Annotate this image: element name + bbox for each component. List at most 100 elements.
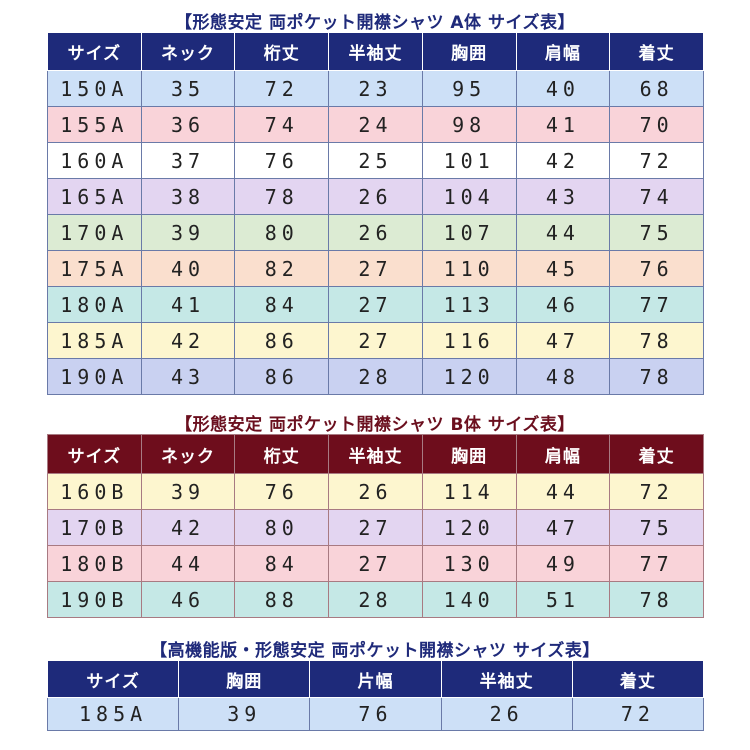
table-row: 160B 39 76 26 114 44 72 bbox=[47, 473, 704, 510]
value-cell: 26 bbox=[328, 473, 423, 510]
value-cell: 39 bbox=[140, 214, 236, 251]
column-header: 肩幅 bbox=[515, 32, 611, 71]
value-cell: 28 bbox=[328, 581, 423, 618]
value-cell: 27 bbox=[328, 286, 423, 323]
column-header: 胸囲 bbox=[178, 660, 311, 698]
value-cell: 27 bbox=[328, 509, 423, 546]
value-cell: 120 bbox=[421, 358, 517, 395]
value-cell: 84 bbox=[234, 545, 330, 582]
header-row: サイズ 胸囲 片幅 半袖丈 着丈 bbox=[46, 660, 705, 698]
value-cell: 43 bbox=[515, 178, 611, 215]
size-cell: 170A bbox=[47, 214, 142, 251]
value-cell: 75 bbox=[609, 509, 704, 546]
value-cell: 78 bbox=[609, 358, 704, 395]
column-header: 片幅 bbox=[309, 660, 442, 698]
value-cell: 27 bbox=[328, 322, 423, 359]
header-row: サイズ ネック 桁丈 半袖丈 胸囲 肩幅 着丈 bbox=[47, 434, 704, 474]
value-cell: 35 bbox=[140, 70, 236, 107]
value-cell: 107 bbox=[421, 214, 517, 251]
value-cell: 80 bbox=[234, 214, 330, 251]
value-cell: 130 bbox=[421, 545, 517, 582]
column-header: サイズ bbox=[46, 660, 180, 698]
column-header: ネック bbox=[140, 434, 236, 474]
value-cell: 44 bbox=[515, 473, 611, 510]
table-row: 165A 38 78 26 104 43 74 bbox=[47, 178, 704, 215]
size-cell: 165A bbox=[47, 178, 142, 215]
size-cell: 160B bbox=[47, 473, 142, 510]
column-header: 桁丈 bbox=[234, 32, 330, 71]
value-cell: 70 bbox=[609, 106, 704, 143]
column-header: 半袖丈 bbox=[440, 660, 573, 698]
table-c-title: 【高機能版・形態安定 両ポケット開襟シャツ サイズ表】 bbox=[150, 641, 600, 661]
column-header: 桁丈 bbox=[234, 434, 330, 474]
table-row: 190A 43 86 28 120 48 78 bbox=[47, 358, 704, 395]
value-cell: 43 bbox=[140, 358, 236, 395]
column-header: 胸囲 bbox=[421, 434, 517, 474]
value-cell: 76 bbox=[234, 473, 330, 510]
value-cell: 78 bbox=[609, 322, 704, 359]
table-b-title: 【形態安定 両ポケット開襟シャツ B体 サイズ表】 bbox=[175, 415, 575, 435]
column-header: 肩幅 bbox=[515, 434, 611, 474]
column-header: サイズ bbox=[47, 32, 142, 71]
value-cell: 40 bbox=[140, 250, 236, 287]
size-table-a: サイズ ネック 桁丈 半袖丈 胸囲 肩幅 着丈 150A 35 72 23 95 40 68 155A 36 7… bbox=[47, 32, 704, 395]
value-cell: 37 bbox=[140, 142, 236, 179]
value-cell: 120 bbox=[421, 509, 517, 546]
value-cell: 26 bbox=[328, 214, 423, 251]
size-cell: 160A bbox=[47, 142, 142, 179]
value-cell: 98 bbox=[421, 106, 517, 143]
value-cell: 39 bbox=[140, 473, 236, 510]
size-cell: 170B bbox=[47, 509, 142, 546]
value-cell: 82 bbox=[234, 250, 330, 287]
size-cell: 185A bbox=[47, 322, 142, 359]
value-cell: 39 bbox=[178, 697, 311, 731]
table-row: 175A 40 82 27 110 45 76 bbox=[47, 250, 704, 287]
table-row: 155A 36 74 24 98 41 70 bbox=[47, 106, 704, 143]
value-cell: 41 bbox=[140, 286, 236, 323]
table-row: 170A 39 80 26 107 44 75 bbox=[47, 214, 704, 251]
size-table-high-function: サイズ 胸囲 片幅 半袖丈 着丈 185A 39 76 26 72 bbox=[46, 660, 705, 731]
value-cell: 72 bbox=[234, 70, 330, 107]
value-cell: 72 bbox=[571, 697, 705, 731]
size-cell: 180B bbox=[47, 545, 142, 582]
value-cell: 77 bbox=[609, 286, 704, 323]
value-cell: 38 bbox=[140, 178, 236, 215]
value-cell: 41 bbox=[515, 106, 611, 143]
value-cell: 49 bbox=[515, 545, 611, 582]
value-cell: 47 bbox=[515, 322, 611, 359]
value-cell: 88 bbox=[234, 581, 330, 618]
table-row: 180A 41 84 27 113 46 77 bbox=[47, 286, 704, 323]
column-header: 胸囲 bbox=[421, 32, 517, 71]
value-cell: 76 bbox=[609, 250, 704, 287]
value-cell: 140 bbox=[421, 581, 517, 618]
value-cell: 84 bbox=[234, 286, 330, 323]
column-header: ネック bbox=[140, 32, 236, 71]
value-cell: 78 bbox=[234, 178, 330, 215]
value-cell: 25 bbox=[328, 142, 423, 179]
size-table-b: サイズ ネック 桁丈 半袖丈 胸囲 肩幅 着丈 160B 39 76 26 114 44 72 170B 42… bbox=[47, 434, 704, 618]
value-cell: 26 bbox=[328, 178, 423, 215]
value-cell: 101 bbox=[421, 142, 517, 179]
value-cell: 28 bbox=[328, 358, 423, 395]
size-cell: 190A bbox=[47, 358, 142, 395]
table-row: 190B 46 88 28 140 51 78 bbox=[47, 581, 704, 618]
value-cell: 86 bbox=[234, 322, 330, 359]
table-a-title: 【形態安定 両ポケット開襟シャツ A体 サイズ表】 bbox=[175, 13, 575, 33]
value-cell: 95 bbox=[421, 70, 517, 107]
value-cell: 26 bbox=[440, 697, 573, 731]
table-row: 185A 42 86 27 116 47 78 bbox=[47, 322, 704, 359]
value-cell: 42 bbox=[140, 509, 236, 546]
size-cell: 155A bbox=[47, 106, 142, 143]
value-cell: 27 bbox=[328, 545, 423, 582]
value-cell: 74 bbox=[609, 178, 704, 215]
value-cell: 44 bbox=[515, 214, 611, 251]
size-cell: 175A bbox=[47, 250, 142, 287]
value-cell: 40 bbox=[515, 70, 611, 107]
value-cell: 23 bbox=[328, 70, 423, 107]
table-row: 150A 35 72 23 95 40 68 bbox=[47, 70, 704, 107]
column-header: 着丈 bbox=[571, 660, 705, 698]
value-cell: 46 bbox=[140, 581, 236, 618]
table-row: 185A 39 76 26 72 bbox=[46, 697, 705, 731]
value-cell: 75 bbox=[609, 214, 704, 251]
column-header: サイズ bbox=[47, 434, 142, 474]
